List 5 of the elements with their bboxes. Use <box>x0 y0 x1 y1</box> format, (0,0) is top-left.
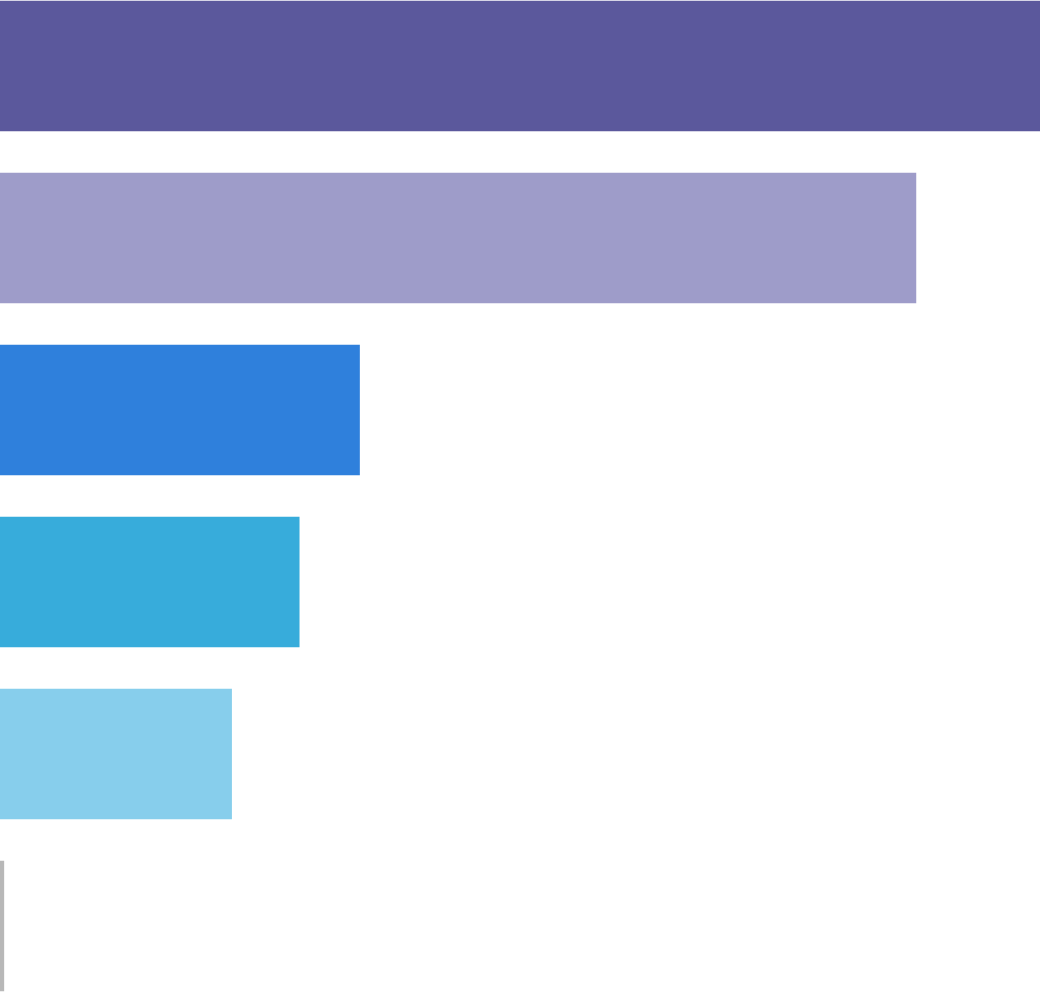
bar <box>0 0 1040 132</box>
bar <box>0 688 232 820</box>
bar <box>0 516 300 648</box>
bar <box>0 172 917 304</box>
bar <box>0 344 360 476</box>
